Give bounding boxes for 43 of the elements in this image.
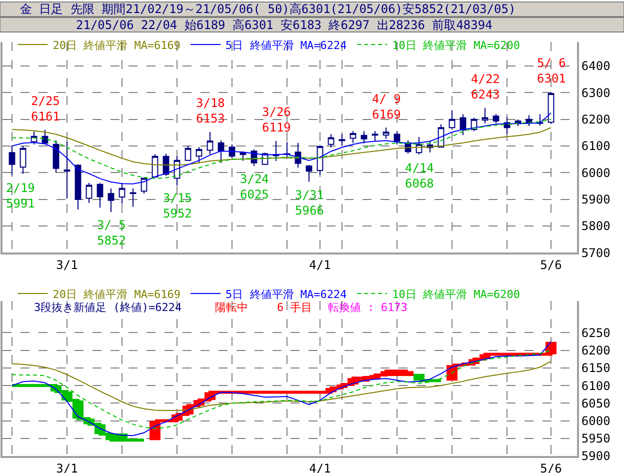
x-tick-label: 3/1 bbox=[56, 258, 78, 272]
annotation: 4/ 9 6169 bbox=[372, 92, 401, 122]
y-tick-label: 6400 bbox=[581, 59, 610, 74]
annotation: 2/25 6161 bbox=[31, 94, 60, 124]
annotation: 3/26 6119 bbox=[262, 105, 291, 135]
annotation: 2/19 5991 bbox=[6, 181, 35, 211]
x-tick-label: 4/1 bbox=[309, 258, 331, 272]
y-tick-label: 5700 bbox=[581, 246, 610, 260]
annotation: 3/31 5966 bbox=[295, 188, 324, 218]
legend-label: 10日 終値平滑 MA=6200 bbox=[392, 38, 520, 52]
x-tick-label: 5/6 bbox=[540, 258, 562, 272]
annotation: 3段抜き新値足 (終値)=6224 bbox=[34, 301, 182, 314]
annotation: 3/24 6025 bbox=[240, 172, 269, 202]
chart-title: 金 日足 先限 期間21/02/19～21/05/06( 50)高6301(21/05/06)安5852(21/03/05) bbox=[20, 2, 516, 16]
y-tick-label: 6050 bbox=[581, 396, 610, 410]
y-tick-label: 5800 bbox=[581, 219, 610, 234]
y-tick-label: 5900 bbox=[581, 449, 610, 464]
chart-subtitle: 21/05/06 22/04 始6189 高6301 安6183 終6297 出28236 前取48394 bbox=[76, 18, 492, 32]
legend-label: 5日 終値平滑 MA=6224 bbox=[226, 38, 348, 52]
annotation: 3/ 5 5852 bbox=[97, 218, 126, 248]
y-tick-label: 6300 bbox=[581, 86, 610, 100]
annotation: 5/ 6 6301 bbox=[537, 56, 566, 86]
annotation: 3/18 6153 bbox=[196, 96, 225, 126]
y-tick-label: 6150 bbox=[581, 361, 610, 376]
legend-label: 20日 終値平滑 MA=6169 bbox=[52, 288, 181, 301]
legend-label: 10日 終値平滑 MA=6200 bbox=[392, 288, 520, 301]
y-tick-label: 6100 bbox=[581, 139, 610, 154]
annotation: 3/15 5952 bbox=[163, 191, 192, 221]
y-tick-label: 6100 bbox=[581, 378, 610, 393]
y-tick-label: 6200 bbox=[581, 112, 610, 127]
y-tick-label: 6000 bbox=[581, 414, 610, 428]
y-tick-label: 6200 bbox=[581, 344, 610, 358]
annotation: 転換値 : 6173 bbox=[328, 301, 408, 314]
annotation: 陽転中 bbox=[215, 301, 248, 314]
annotation: 6 手目 bbox=[277, 301, 312, 314]
annotation: 4/22 6243 bbox=[471, 72, 500, 102]
y-tick-label: 6250 bbox=[581, 326, 610, 340]
y-tick-label: 5950 bbox=[581, 432, 610, 446]
y-tick-label: 6000 bbox=[581, 166, 610, 180]
annotation: 4/14 6068 bbox=[405, 161, 434, 191]
legend-label: 20日 終値平滑 MA=6169 bbox=[52, 38, 181, 52]
y-tick-label: 5900 bbox=[581, 192, 610, 207]
legend-label: 5日 終値平滑 MA=6224 bbox=[226, 288, 348, 301]
